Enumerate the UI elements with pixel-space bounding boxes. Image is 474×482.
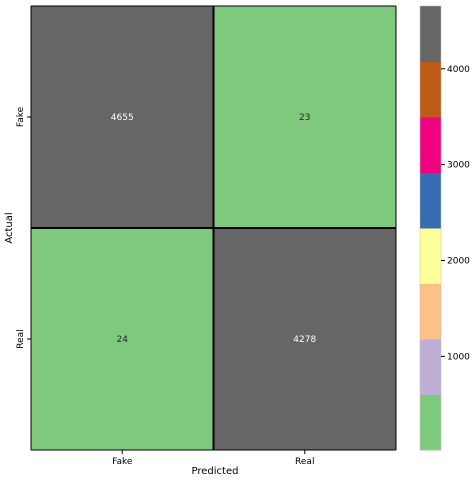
x-tick-label: Real <box>295 457 314 467</box>
heatmap-cell-fake-real <box>213 6 396 228</box>
heatmap-cell-real-fake <box>31 228 214 450</box>
colorbar-tick-label: 3000 <box>447 161 470 171</box>
colorbar-tick-label: 2000 <box>447 256 470 266</box>
colorbar-tick-label: 4000 <box>447 65 470 75</box>
colorbar-segment <box>420 172 441 229</box>
colorbar-segment <box>420 6 441 62</box>
colorbar-segment <box>420 283 441 340</box>
colorbar-segment <box>420 228 441 284</box>
cell-value-label: 4278 <box>293 335 316 345</box>
cell-borders <box>30 5 397 451</box>
colorbar-segment <box>420 61 441 118</box>
y-axis-label: Actual <box>4 212 15 243</box>
cell-value-label: 23 <box>299 113 310 123</box>
colorbar <box>419 5 442 451</box>
colorbar-frame <box>419 5 442 451</box>
colorbar-segment <box>420 339 441 395</box>
heatmap-cell-real-real <box>213 228 396 450</box>
y-tick-label: Real <box>16 329 26 348</box>
x-axis-label: Predicted <box>192 466 239 477</box>
heatmap-cell-fake-fake <box>31 6 214 228</box>
y-axis: Fake Real <box>16 106 31 349</box>
cell-annotations: 4655 23 24 4278 <box>111 113 317 345</box>
x-tick-label: Fake <box>112 457 133 467</box>
colorbar-segment <box>420 394 441 451</box>
y-tick-label: Fake <box>16 106 26 127</box>
colorbar-ticks: 1000 2000 3000 4000 <box>441 65 470 362</box>
heatmap-cells <box>31 6 396 450</box>
colorbar-tick-label: 1000 <box>447 352 470 362</box>
cell-value-label: 4655 <box>111 113 134 123</box>
x-axis: Fake Real <box>112 450 314 467</box>
cell-value-label: 24 <box>117 335 129 345</box>
colorbar-segment <box>420 117 441 173</box>
